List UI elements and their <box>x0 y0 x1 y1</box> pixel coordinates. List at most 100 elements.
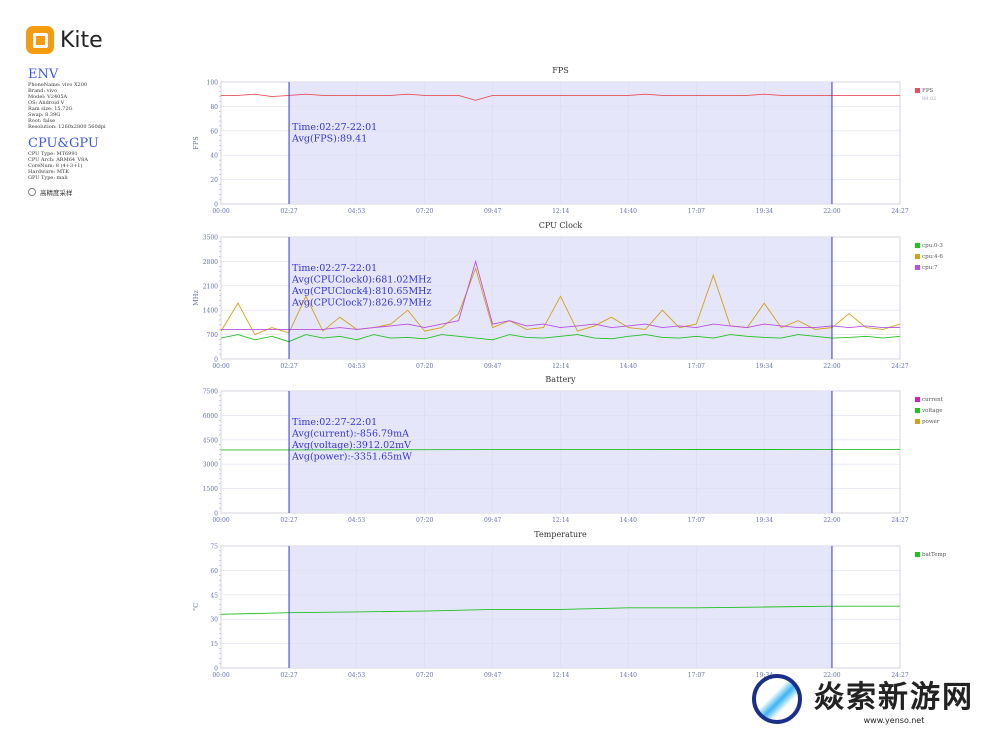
x-tick-label: 19:34 <box>756 672 773 679</box>
watermark: 焱索新游网 www.yenso.net <box>752 672 974 725</box>
x-tick-label: 12:14 <box>552 363 569 370</box>
series-line-voltage <box>221 448 900 451</box>
x-tick-label: 09:47 <box>484 672 501 679</box>
x-tick-label: 14:40 <box>620 208 637 215</box>
x-tick-label: 07:20 <box>416 208 433 215</box>
x-tick-label: 24:27 <box>891 363 908 370</box>
info-row: CPU Arch: ARM64_V8A <box>28 157 88 163</box>
x-tick-label: 22:00 <box>823 517 840 524</box>
legend-value: 89.02 <box>922 96 936 102</box>
y-tick-label: 30 <box>210 617 218 624</box>
kite-logo-icon <box>26 26 54 54</box>
y-tick-label: 80 <box>210 104 218 111</box>
legend-swatch[interactable] <box>915 265 920 270</box>
chart-2: Battery 0 1500 3000 4500 6000 7500 00:00 02:27 04… <box>203 375 944 524</box>
series-line-cpu:4-6 <box>220 266 901 336</box>
legend-label[interactable]: current <box>922 397 944 403</box>
y-tick-label: 40 <box>210 153 218 160</box>
y-tick-label: 2100 <box>203 283 218 290</box>
x-tick-label: 12:14 <box>552 208 569 215</box>
x-tick-label: 19:34 <box>756 363 773 370</box>
legend-label[interactable]: cpu:4-6 <box>922 254 943 260</box>
y-tick-label: 75 <box>210 544 218 551</box>
x-tick-label: 02:27 <box>280 208 297 215</box>
annotation-text: Time:02:27-22:01 <box>292 263 377 274</box>
legend-label[interactable]: batTemp <box>922 552 947 558</box>
x-tick-label: 12:14 <box>552 517 569 524</box>
chart-1: CPU Clock 0 700 1400 2100 2800 3500 00:00 02:27 0… <box>192 221 943 370</box>
legend-label[interactable]: cpu:0-3 <box>922 243 943 249</box>
annotation-text: Time:02:27-22:01 <box>292 122 377 133</box>
high-precision-option[interactable]: 高精度采样 <box>28 187 106 197</box>
x-tick-label: 24:27 <box>891 672 908 679</box>
x-tick-label: 00:00 <box>212 363 229 370</box>
x-tick-label: 17:07 <box>688 517 705 524</box>
y-axis-label: °C <box>192 603 200 611</box>
legend-swatch[interactable] <box>915 408 920 413</box>
x-tick-label: 24:27 <box>891 208 908 215</box>
annotation-text: Avg(power):-3351.65mW <box>291 452 412 463</box>
x-tick-label: 02:27 <box>280 672 297 679</box>
y-tick-label: 100 <box>207 80 219 87</box>
high-precision-label: 高精度采样 <box>40 189 73 197</box>
x-tick-label: 12:14 <box>552 672 569 679</box>
legend-swatch[interactable] <box>915 552 920 557</box>
legend-swatch[interactable] <box>915 254 920 259</box>
legend-label[interactable]: cpu:7 <box>922 265 938 271</box>
x-tick-label: 04:53 <box>348 208 365 215</box>
info-row: Resolution: 1260x2800 560dpi <box>28 124 106 130</box>
legend-label[interactable]: voltage <box>921 408 942 414</box>
x-tick-label: 14:40 <box>620 363 637 370</box>
annotation-text: Avg(FPS):89.41 <box>291 134 367 145</box>
y-tick-label: 4500 <box>203 437 218 444</box>
watermark-logo-icon <box>752 673 802 724</box>
logo-text: Kite <box>60 27 103 53</box>
y-tick-label: 2800 <box>203 259 218 266</box>
radio-button[interactable] <box>28 188 36 196</box>
y-axis-label: FPS <box>192 136 200 149</box>
info-row: Brand: vivo <box>28 88 57 94</box>
env-title: ENV <box>28 67 59 82</box>
x-tick-label: 22:00 <box>823 208 840 215</box>
info-row: Swap: 8.39G <box>28 112 61 118</box>
y-tick-label: 3000 <box>203 462 218 469</box>
x-tick-label: 17:07 <box>688 363 705 370</box>
legend-swatch[interactable] <box>915 419 920 424</box>
y-tick-label: 45 <box>210 592 218 599</box>
legend-swatch[interactable] <box>915 243 920 248</box>
x-tick-label: 02:27 <box>280 517 297 524</box>
info-row: Model: V2405A <box>28 94 68 100</box>
info-row: Hardware: MTK <box>28 169 70 175</box>
chart-title: Temperature <box>534 530 587 539</box>
y-tick-label: 20 <box>210 177 218 184</box>
info-row: OS: Android V <box>28 100 65 106</box>
y-tick-label: 1500 <box>203 486 218 493</box>
annotation-text: Avg(CPUClock7):826.97MHz <box>291 298 431 309</box>
x-tick-label: 19:34 <box>756 517 773 524</box>
info-row: PhoneName: vivo X200 <box>28 82 88 88</box>
x-tick-label: 24:27 <box>891 517 908 524</box>
legend-swatch[interactable] <box>915 397 920 402</box>
series-line-cpu:7 <box>221 259 900 330</box>
y-axis-label: MHz <box>192 290 200 306</box>
cpu-gpu-title: CPU&GPU <box>28 136 99 151</box>
x-tick-label: 07:20 <box>416 672 433 679</box>
kite-logo: Kite <box>26 26 103 54</box>
x-tick-label: 00:00 <box>212 517 229 524</box>
x-tick-label: 07:20 <box>416 517 433 524</box>
y-tick-label: 60 <box>210 568 218 575</box>
x-tick-label: 00:00 <box>212 672 229 679</box>
legend-label[interactable]: power <box>922 419 940 425</box>
annotation-text: Time:02:27-22:01 <box>292 417 377 428</box>
y-tick-label: 7500 <box>203 389 218 396</box>
legend-swatch[interactable] <box>915 88 920 93</box>
y-tick-label: 0 <box>214 666 218 673</box>
y-tick-label: 0 <box>214 511 218 518</box>
x-tick-label: 04:53 <box>348 517 365 524</box>
series-line-cpu:0-3 <box>220 334 901 343</box>
info-row: Root: false <box>28 118 56 124</box>
legend-label[interactable]: FPS <box>922 88 934 94</box>
y-tick-label: 700 <box>207 332 219 339</box>
chart-3: Temperature 0 15 30 45 60 75 00:00 02:27 04:53 07:… <box>192 530 947 679</box>
annotation-text: Avg(voltage):3912.02mV <box>291 440 411 451</box>
